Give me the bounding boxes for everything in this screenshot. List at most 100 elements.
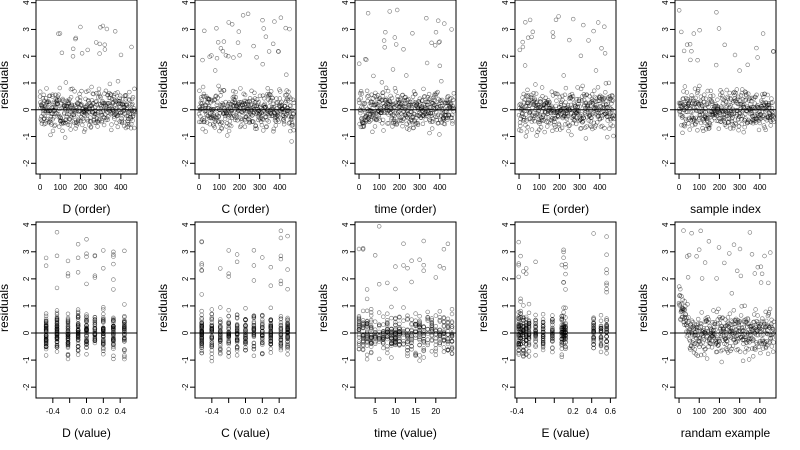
residual-point xyxy=(65,329,71,334)
x-tick-label: 0.6 xyxy=(605,407,617,416)
residual-point xyxy=(556,122,562,128)
residual-point xyxy=(268,350,273,355)
residual-point xyxy=(389,315,394,321)
residual-point xyxy=(704,118,710,123)
residual-point xyxy=(589,124,594,130)
residual-point xyxy=(523,134,529,139)
residual-point xyxy=(268,328,273,334)
residual-point xyxy=(130,101,135,107)
residual-point xyxy=(238,123,244,128)
residual-point xyxy=(43,313,49,319)
residual-point xyxy=(590,111,595,116)
residual-point xyxy=(75,321,81,326)
residual-point xyxy=(533,312,538,318)
residual-point xyxy=(752,271,757,276)
residual-point xyxy=(523,20,528,25)
residual-point xyxy=(680,130,685,136)
residual-point xyxy=(68,94,74,100)
residual-point xyxy=(102,42,107,47)
residual-point xyxy=(218,351,223,357)
residual-point xyxy=(199,267,204,273)
residual-point xyxy=(522,117,527,123)
residual-point xyxy=(533,343,538,348)
residual-point xyxy=(534,133,539,138)
residual-point xyxy=(360,246,366,251)
residual-point xyxy=(753,94,758,100)
residual-point xyxy=(583,136,589,141)
x-axis-label: time (order) xyxy=(374,202,436,216)
residual-point xyxy=(682,84,688,89)
residual-point xyxy=(611,113,616,119)
residual-point xyxy=(381,345,386,351)
residual-point xyxy=(586,118,591,123)
x-tick-label: 0.4 xyxy=(115,407,127,416)
residual-point xyxy=(559,354,564,360)
residual-point xyxy=(260,18,265,23)
residual-point xyxy=(392,85,398,91)
residual-point xyxy=(199,317,204,322)
residual-point xyxy=(383,85,389,91)
residual-point xyxy=(101,311,106,317)
residual-point xyxy=(736,101,741,107)
residual-point xyxy=(111,277,116,282)
residual-point xyxy=(251,346,257,352)
residual-point xyxy=(707,120,712,126)
residual-point xyxy=(65,315,71,321)
residual-point xyxy=(550,339,555,344)
residual-point xyxy=(359,91,365,96)
residual-point xyxy=(285,334,290,339)
residual-point xyxy=(415,122,421,128)
residual-point xyxy=(65,122,71,127)
residual-point xyxy=(413,323,418,328)
residual-point xyxy=(731,108,737,113)
residual-point xyxy=(750,336,755,341)
x-tick-label: 15 xyxy=(411,407,420,416)
residual-point xyxy=(78,103,84,108)
residual-point xyxy=(762,91,768,97)
residual-point xyxy=(599,115,604,121)
residual-point xyxy=(714,10,719,15)
residual-point xyxy=(269,89,274,94)
x-tick-label: 10 xyxy=(391,407,400,416)
residual-point xyxy=(232,97,238,103)
residual-point xyxy=(368,100,373,105)
residual-point xyxy=(66,111,72,117)
y-tick-label: 3 xyxy=(501,27,510,32)
residual-point xyxy=(287,26,292,32)
residual-point xyxy=(209,336,215,341)
residual-point xyxy=(765,351,771,356)
residual-point xyxy=(285,347,290,352)
residual-point xyxy=(420,121,426,127)
residual-point xyxy=(254,55,259,60)
residual-point xyxy=(57,31,63,36)
residual-point xyxy=(701,335,706,340)
residual-point xyxy=(106,114,111,119)
residual-point xyxy=(255,101,260,106)
residual-point xyxy=(369,327,374,332)
residual-point xyxy=(58,115,63,121)
y-tick-label: 4 xyxy=(341,0,350,5)
residual-point xyxy=(401,318,406,323)
residual-point xyxy=(594,102,599,108)
residual-point xyxy=(214,26,219,31)
residual-point xyxy=(526,301,532,307)
residual-point xyxy=(602,125,607,131)
residual-point xyxy=(542,129,547,135)
residual-point xyxy=(406,127,412,132)
residual-point xyxy=(226,321,231,327)
residual-point xyxy=(89,84,94,90)
residual-point xyxy=(518,315,523,320)
residual-point xyxy=(738,313,744,318)
residual-point xyxy=(54,308,60,313)
residual-point xyxy=(72,89,77,94)
residual-point xyxy=(360,335,366,341)
residual-point xyxy=(527,17,533,23)
residual-point xyxy=(540,317,546,322)
residual-point xyxy=(234,316,240,321)
residual-point xyxy=(356,321,362,327)
residual-point xyxy=(46,101,52,106)
residual-point xyxy=(260,255,265,260)
residual-point xyxy=(260,342,265,347)
residual-point xyxy=(740,87,745,92)
x-tick-label: 0 xyxy=(677,407,682,416)
